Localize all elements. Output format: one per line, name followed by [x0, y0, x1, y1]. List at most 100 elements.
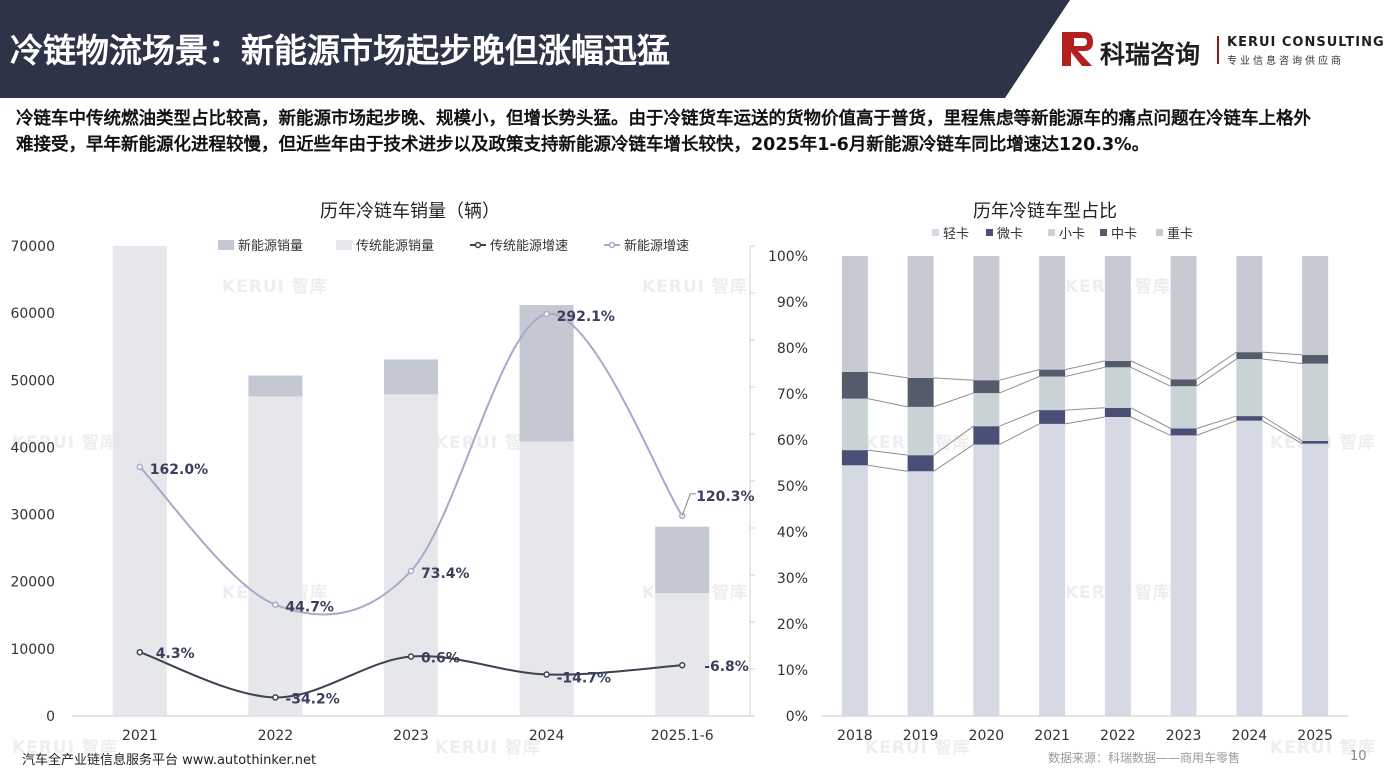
bar-small-truck [1039, 376, 1066, 411]
legend-label: 轻卡 [943, 227, 969, 242]
bar-micro-truck [1236, 416, 1263, 421]
series-connector-line [1065, 360, 1105, 371]
bar-light-truck [973, 444, 1000, 716]
watermark: KERUI 智库 [865, 738, 971, 758]
growth-data-label: -34.2% [285, 691, 339, 707]
bar-traditional [655, 593, 710, 716]
x-tick-label: 2023 [393, 728, 429, 744]
y-tick-label: 0 [46, 709, 55, 725]
bar-micro-truck [973, 426, 1000, 445]
series-connector-line [1262, 415, 1303, 442]
series-connector-line [1130, 366, 1171, 387]
legend-swatch [1048, 229, 1055, 236]
bar-small-truck [1302, 363, 1329, 441]
bar-medium-truck [1039, 369, 1066, 377]
bar-medium-truck [973, 380, 1000, 394]
legend-swatch [1100, 229, 1107, 236]
x-tick-label: 2025 [1297, 728, 1333, 744]
watermark: KERUI 智库 [12, 738, 118, 758]
bar-heavy-truck [1170, 256, 1197, 380]
bar-medium-truck [1170, 379, 1197, 387]
growth-point [543, 671, 550, 678]
x-tick-label: 2019 [903, 728, 939, 744]
footer-source: 数据来源：科瑞数据——商用车零售 [1048, 751, 1241, 765]
bar-heavy-truck [1104, 256, 1131, 361]
bar-new-energy [519, 305, 574, 442]
x-tick-label: 2018 [837, 728, 873, 744]
header-bar: 冷链物流场景：新能源市场起步晚但涨幅迅猛 科瑞咨询 KERUI CONSULTI… [0, 0, 1395, 98]
x-tick-label: 2022 [1100, 728, 1136, 744]
bar-traditional [384, 394, 438, 716]
series-connector-line [1065, 416, 1105, 425]
x-tick-label: 2022 [258, 728, 294, 744]
series-connector-line [867, 371, 908, 379]
series-connector-line [1262, 420, 1303, 445]
x-tick-label: 2025.1-6 [651, 728, 714, 744]
growth-data-label: 162.0% [150, 462, 208, 478]
series-connector-line [1196, 351, 1237, 380]
bar-micro-truck [841, 450, 868, 466]
legend-swatch [336, 240, 352, 250]
watermark: KERUI 智库 [1270, 738, 1376, 758]
bar-heavy-truck [907, 256, 934, 378]
bar-heavy-truck [1302, 256, 1329, 355]
x-tick-label: 2023 [1166, 728, 1202, 744]
y-tick-label: 30000 [10, 508, 55, 524]
page-number: 10 [1350, 749, 1367, 764]
bar-heavy-truck [841, 256, 868, 372]
y-tick-label: 70000 [10, 239, 55, 255]
watermark: KERUI 智库 [12, 433, 118, 453]
legend-label: 新能源销量 [238, 238, 303, 254]
y-tick-label: 10000 [10, 642, 55, 658]
bar-traditional [248, 396, 303, 716]
bar-micro-truck [907, 455, 934, 472]
growth-data-label: 73.4% [421, 566, 470, 582]
series-connector-line [1065, 366, 1105, 378]
bar-light-truck [841, 465, 868, 716]
y-tick-label: 50% [777, 479, 808, 495]
brand-name-cn: 科瑞咨询 [1100, 40, 1201, 69]
legend-swatch [986, 229, 993, 236]
bar-small-truck [1104, 367, 1131, 408]
series-connector-line [1130, 416, 1171, 436]
legend-swatch [1156, 229, 1163, 236]
y-tick-label: 20000 [10, 575, 55, 591]
growth-data-label: 4.3% [156, 646, 195, 662]
x-tick-label: 2024 [529, 728, 565, 744]
y-tick-label: 50000 [10, 373, 55, 389]
watermark: KERUI 智库 [642, 277, 748, 297]
bar-light-truck [907, 471, 934, 716]
bar-light-truck [1170, 435, 1197, 716]
bar-new-energy [384, 359, 438, 395]
watermark: KERUI 智库 [435, 738, 541, 758]
legend-label: 重卡 [1167, 226, 1193, 242]
bar-new-energy [655, 526, 710, 594]
series-connector-line [1130, 360, 1171, 380]
y-tick-label: 60000 [10, 306, 55, 322]
series-connector-line [867, 398, 908, 408]
bar-small-truck [1170, 386, 1197, 429]
series-connector-line [1262, 351, 1303, 356]
bar-medium-truck [1104, 360, 1131, 368]
y-tick-label: 0% [786, 709, 808, 725]
watermark: KERUI 智库 [222, 277, 328, 297]
y-tick-label: 20% [777, 617, 808, 633]
brand-tagline: 专业信息咨询供应商 [1227, 56, 1344, 67]
sales-chart-title: 历年冷链车销量（辆） [320, 201, 500, 222]
series-connector-line [1065, 407, 1105, 411]
y-tick-label: 90% [777, 295, 808, 311]
legend-label: 传统能源增速 [490, 239, 568, 254]
bar-micro-truck [1170, 428, 1197, 436]
growth-point [407, 653, 415, 660]
series-connector-line [1262, 358, 1303, 365]
bar-small-truck [973, 393, 1000, 427]
y-tick-label: 40% [777, 525, 808, 541]
growth-data-label: 44.7% [285, 600, 334, 616]
label-leader-line [681, 493, 697, 517]
growth-point [678, 661, 686, 669]
y-tick-label: 40000 [10, 440, 55, 456]
series-connector-line [1196, 420, 1237, 436]
share-chart-title: 历年冷链车型占比 [973, 201, 1117, 222]
y-tick-label: 10% [777, 663, 808, 679]
growth-point [136, 648, 144, 656]
